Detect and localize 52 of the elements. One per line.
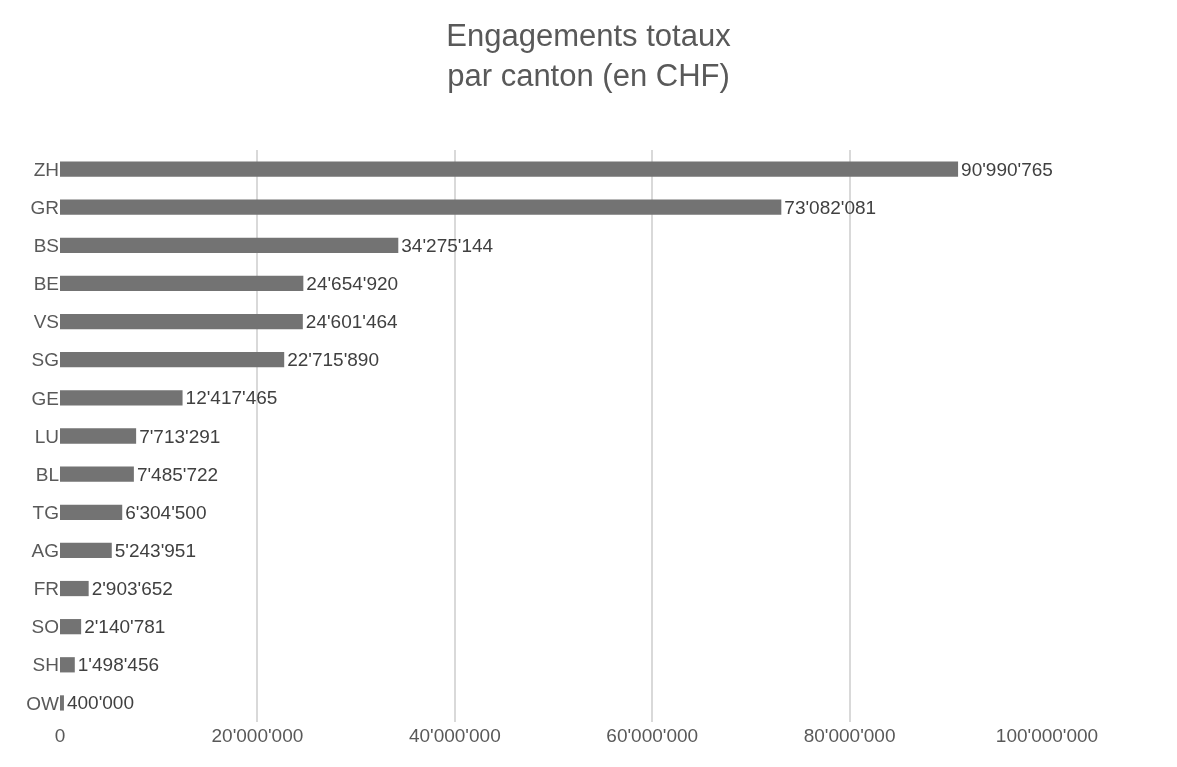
data-label: 400'000 <box>66 692 134 714</box>
y-tick-label: ZH <box>33 158 59 180</box>
y-tick-label: GR <box>30 196 59 218</box>
y-tick-label: FR <box>33 578 59 600</box>
y-tick-label: OW <box>26 692 60 714</box>
y-tick-label: TG <box>32 501 59 523</box>
bar <box>60 237 399 253</box>
data-label: 7'713'291 <box>139 425 221 447</box>
x-tick-label: 60'000'000 <box>606 725 699 746</box>
y-tick-label: BE <box>33 273 59 295</box>
bar <box>60 542 112 559</box>
bar <box>60 275 304 292</box>
data-label: 24'654'920 <box>306 272 399 294</box>
data-label: 7'485'722 <box>136 463 219 485</box>
y-tick-label: SO <box>31 616 59 638</box>
bar <box>60 466 134 482</box>
x-tick-label: 80'000'000 <box>803 725 896 746</box>
chart-title: Engagements totaux par canton (en CHF) <box>446 18 732 94</box>
bar <box>60 313 303 330</box>
bar <box>60 504 123 520</box>
bar <box>60 161 959 177</box>
x-tick-label: 0 <box>54 725 66 746</box>
data-label: 5'243'951 <box>114 539 196 561</box>
x-tick-label: 40'000'000 <box>408 725 501 746</box>
data-label: 2'140'781 <box>84 616 166 638</box>
bar <box>60 657 75 673</box>
x-tick-label: 20'000'000 <box>211 725 304 746</box>
data-label: 6'304'500 <box>125 501 207 523</box>
y-tick-label: BL <box>35 463 59 485</box>
y-tick-label: VS <box>33 311 59 333</box>
y-tick-label: SG <box>31 349 59 371</box>
y-tick-label: LU <box>34 425 59 447</box>
y-tick-label: SH <box>32 654 59 676</box>
bar <box>60 619 82 635</box>
bar <box>60 428 137 444</box>
y-tick-label: BS <box>33 234 59 256</box>
bar <box>60 695 64 711</box>
y-tick-label: GE <box>31 387 59 409</box>
data-label: 12'417'465 <box>185 387 278 409</box>
bar <box>60 199 782 215</box>
data-label: 2'903'652 <box>91 578 173 600</box>
data-label: 34'275'144 <box>401 234 494 256</box>
bar <box>60 580 89 597</box>
data-label: 90'990'765 <box>961 158 1053 180</box>
bar <box>60 390 183 406</box>
x-tick-label: 100'000'000 <box>995 725 1099 746</box>
bar <box>60 352 285 368</box>
data-label: 1'498'456 <box>77 654 160 676</box>
y-tick-label: AG <box>31 540 59 562</box>
data-label: 24'601'464 <box>305 311 399 333</box>
data-label: 22'715'890 <box>287 349 380 371</box>
data-label: 73'082'081 <box>784 196 877 218</box>
